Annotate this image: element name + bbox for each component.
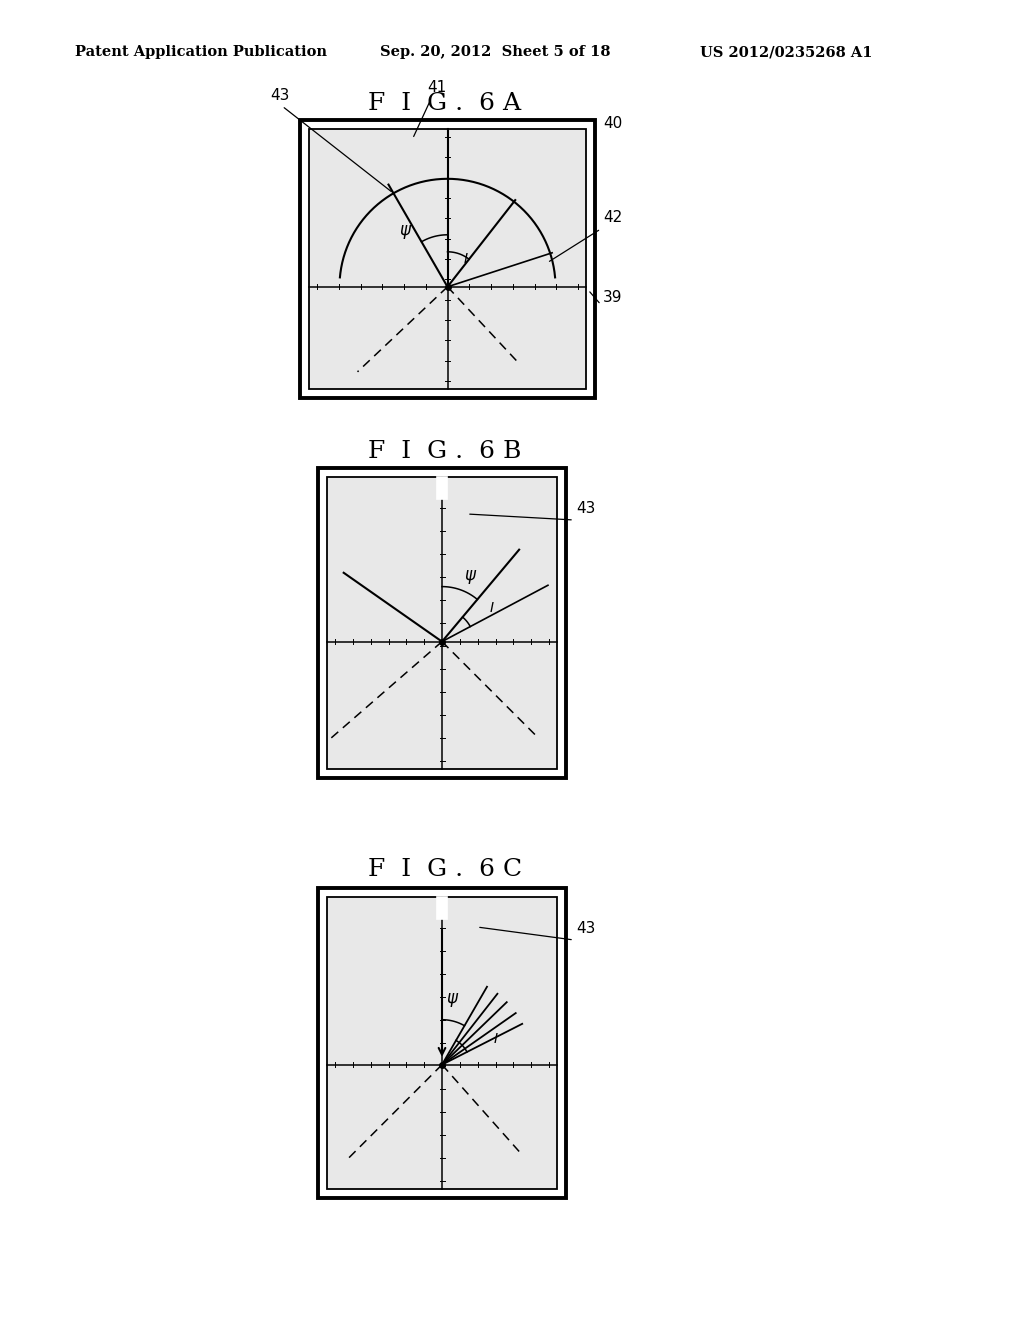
Text: F  I  G .  6 B: F I G . 6 B [369,441,521,463]
Text: $\psi$: $\psi$ [399,223,412,240]
Text: 43: 43 [575,921,595,936]
Bar [318,888,566,1199]
Text: 43: 43 [575,502,595,516]
Text: I: I [464,252,468,265]
Text: Patent Application Publication: Patent Application Publication [75,45,327,59]
Bar [318,469,566,777]
Text: US 2012/0235268 A1: US 2012/0235268 A1 [700,45,872,59]
Text: I: I [494,1032,498,1045]
Text: 39: 39 [603,290,623,305]
Bar [437,898,447,919]
Text: F  I  G .  6 C: F I G . 6 C [368,858,522,882]
Text: $\psi$: $\psi$ [464,568,477,586]
Bar [327,477,557,770]
Bar [437,477,447,499]
Text: Sep. 20, 2012  Sheet 5 of 18: Sep. 20, 2012 Sheet 5 of 18 [380,45,610,59]
Text: 41: 41 [427,81,446,95]
Text: 42: 42 [603,210,623,224]
Text: F  I  G .  6 A: F I G . 6 A [369,91,521,115]
Text: 43: 43 [270,88,290,103]
Bar [327,898,557,1189]
Text: 40: 40 [603,116,623,131]
Bar [300,120,595,399]
Bar [309,129,586,389]
Text: $\psi$: $\psi$ [446,991,459,1008]
Text: I: I [490,601,495,615]
